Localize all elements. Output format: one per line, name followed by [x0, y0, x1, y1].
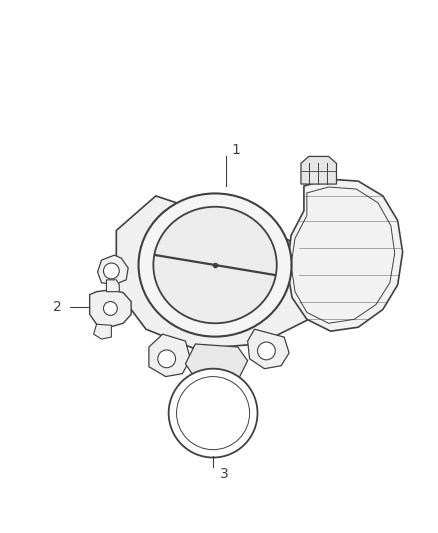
Circle shape: [103, 263, 119, 279]
Circle shape: [258, 342, 275, 360]
Polygon shape: [301, 156, 336, 184]
Polygon shape: [247, 329, 289, 369]
Text: 1: 1: [232, 142, 241, 157]
Ellipse shape: [153, 207, 277, 324]
Polygon shape: [117, 196, 319, 349]
Polygon shape: [106, 280, 119, 292]
Polygon shape: [185, 344, 247, 384]
Polygon shape: [149, 334, 191, 377]
Circle shape: [158, 350, 176, 368]
Ellipse shape: [138, 193, 292, 337]
Polygon shape: [90, 290, 131, 327]
Polygon shape: [94, 324, 111, 339]
Text: 3: 3: [220, 467, 229, 481]
Polygon shape: [98, 255, 128, 285]
Polygon shape: [287, 179, 403, 331]
Text: 2: 2: [53, 301, 62, 314]
Circle shape: [103, 302, 117, 316]
Circle shape: [169, 369, 258, 457]
Circle shape: [177, 377, 250, 450]
